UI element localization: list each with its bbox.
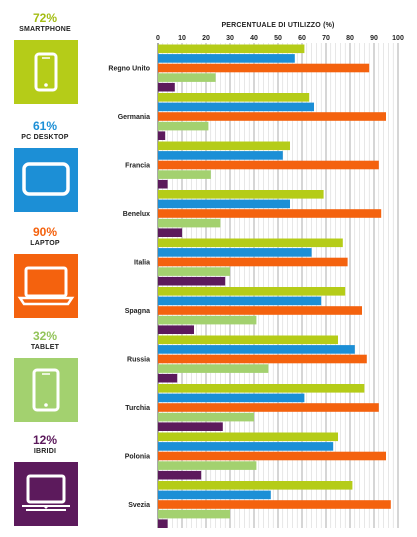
- legend-item-tablet: 32% TABLET: [0, 329, 90, 422]
- bar: [158, 228, 182, 237]
- bar: [158, 238, 343, 248]
- legend-percentage: 61%: [32, 119, 58, 133]
- hybrid-device-icon: [22, 474, 70, 511]
- bar: [158, 82, 175, 92]
- bar: [158, 218, 221, 228]
- category-label: Benelux: [123, 211, 150, 218]
- legend-color-box: [14, 148, 78, 212]
- legend-item-laptop: 90% LAPTOP: [0, 225, 90, 318]
- bar: [158, 393, 305, 403]
- bar: [158, 470, 202, 480]
- bar: [158, 112, 386, 121]
- bar: [158, 73, 216, 82]
- legend-percentage: 72%: [32, 11, 58, 25]
- tablet-icon: [32, 368, 60, 412]
- category-label: Svezia: [128, 502, 150, 509]
- bar: [158, 422, 223, 431]
- category-label: Germania: [118, 114, 150, 121]
- bar: [158, 373, 178, 383]
- x-tick-label: 70: [322, 35, 330, 42]
- legend-color-box: [14, 358, 78, 422]
- bar: [158, 345, 355, 354]
- legend-label: PC DESKTOP: [21, 134, 69, 141]
- bar: [158, 257, 348, 267]
- legend-percentage: 90%: [32, 225, 58, 239]
- bar: [158, 179, 168, 189]
- legend-item-pc-desktop: 61% PC DESKTOP: [0, 119, 90, 212]
- bar: [158, 325, 194, 334]
- bar: [158, 354, 367, 364]
- chart-title: PERCENTUALE DI UTILIZZO (%): [221, 22, 335, 29]
- x-tick-label: 90: [370, 35, 378, 42]
- bar: [158, 287, 346, 296]
- x-tick-label: 30: [226, 35, 234, 42]
- category-label: Spagna: [125, 308, 150, 315]
- x-tick-label: 0: [156, 35, 160, 42]
- category-label: Polonia: [125, 453, 150, 460]
- bar: [158, 481, 353, 490]
- bar: [158, 141, 290, 151]
- bar: [158, 248, 312, 257]
- legend-percentage: 12%: [32, 433, 58, 447]
- bar: [158, 151, 283, 160]
- monitor-icon: [22, 162, 70, 196]
- bar: [158, 44, 305, 54]
- category-label: Italia: [134, 259, 150, 266]
- bar: [158, 364, 269, 373]
- bar: [158, 384, 365, 393]
- bar: [158, 335, 338, 345]
- bar: [158, 199, 290, 209]
- bar: [158, 500, 391, 509]
- bar: [158, 451, 386, 461]
- bar: [158, 102, 314, 112]
- legend-color-box: [14, 254, 78, 318]
- x-tick-label: 20: [202, 35, 210, 42]
- bar: [158, 403, 379, 412]
- x-tick-label: 60: [298, 35, 306, 42]
- legend-color-box: [14, 462, 78, 526]
- laptop-icon: [17, 266, 75, 306]
- bar: [158, 93, 310, 102]
- legend-label: IBRIDI: [33, 448, 57, 455]
- bar: [158, 412, 254, 422]
- bar: [158, 209, 382, 218]
- category-label: Russia: [127, 356, 150, 363]
- bar: [158, 190, 324, 199]
- bar: [158, 432, 338, 442]
- legend-label: LAPTOP: [30, 240, 60, 247]
- x-tick-label: 50: [274, 35, 282, 42]
- legend-item-smartphone: 72% SMARTPHONE: [0, 11, 90, 104]
- bar: [158, 276, 226, 286]
- bar: [158, 315, 257, 325]
- legend-label: TABLET: [30, 344, 60, 351]
- bar: [158, 267, 230, 276]
- bar: [158, 306, 362, 315]
- bar: [158, 442, 334, 451]
- x-tick-label: 80: [346, 35, 354, 42]
- bar: [158, 54, 295, 63]
- bar: [158, 121, 209, 131]
- x-tick-label: 10: [178, 35, 186, 42]
- legend-label: SMARTPHONE: [19, 26, 71, 33]
- bar: [158, 63, 370, 73]
- bar: [158, 296, 322, 306]
- bar: [158, 131, 166, 140]
- bar: [158, 490, 271, 500]
- legend-percentage: 32%: [32, 329, 58, 343]
- category-label: Regno Unito: [108, 65, 150, 72]
- bar: [158, 160, 379, 170]
- category-label: Turchia: [125, 405, 150, 412]
- category-label: Francia: [125, 162, 150, 169]
- bar: [158, 461, 257, 470]
- smartphone-icon: [34, 52, 58, 92]
- x-tick-label: 40: [250, 35, 258, 42]
- bar: [158, 519, 168, 528]
- bar: [158, 170, 211, 179]
- legend-item-ibridi: 12% IBRIDI: [0, 433, 90, 526]
- x-tick-label: 100: [392, 35, 404, 42]
- bar: [158, 509, 230, 519]
- legend-color-box: [14, 40, 78, 104]
